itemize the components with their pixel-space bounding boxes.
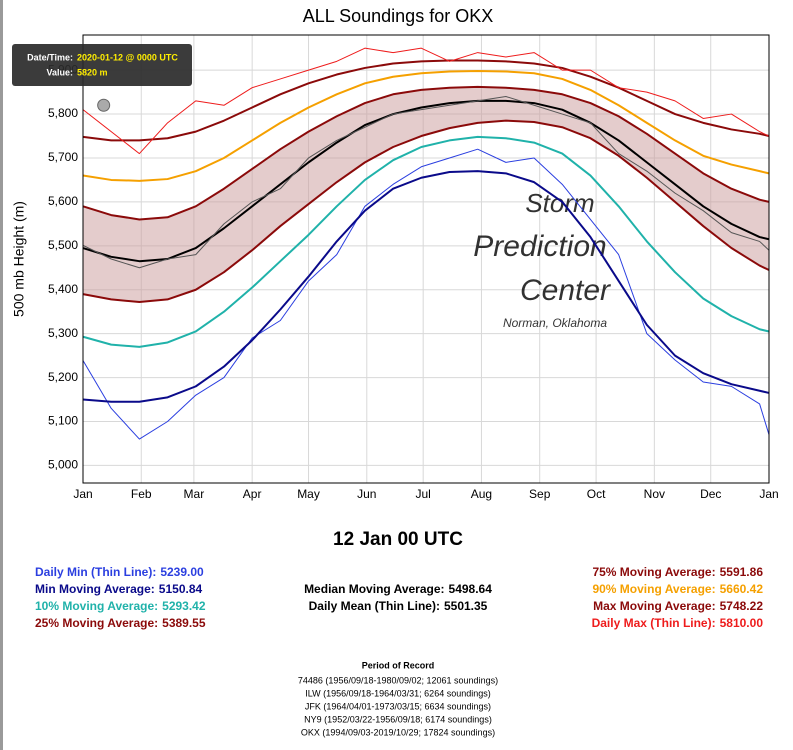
readout-label: Daily Max (Thin Line): (592, 616, 716, 630)
readout-label: Daily Min (Thin Line): (35, 565, 156, 579)
readout-item: 90% Moving Average: 5660.42 (592, 582, 763, 596)
y-tick-label: 5,100 (48, 414, 78, 428)
series-line (82, 47, 770, 155)
y-axis-label: 500 mb Height (m) (11, 201, 27, 317)
period-line: JFK (1964/04/01-1973/03/15; 6634 soundin… (305, 701, 491, 711)
series-line (82, 170, 770, 403)
series-line (82, 85, 770, 221)
readout-item: 10% Moving Average: 5293.42 (35, 599, 206, 613)
period-of-record: 74486 (1956/09/18-1980/09/02; 12061 soun… (298, 675, 498, 737)
readout-item: Median Moving Average: 5498.64 (304, 582, 492, 596)
x-tick-label: Jun (357, 487, 376, 501)
period-line: OKX (1994/09/03-2019/10/29; 17824 soundi… (301, 727, 495, 737)
y-tick-label: 5,600 (48, 194, 78, 208)
readout-label: Min Moving Average: (35, 582, 155, 596)
readout-label: Median Moving Average: (304, 582, 444, 596)
x-tick-label: Nov (644, 487, 665, 501)
readout-value: 5150.84 (159, 582, 203, 596)
readout-item: Max Moving Average: 5748.22 (593, 599, 763, 613)
readout-item: Daily Min (Thin Line): 5239.00 (35, 565, 204, 579)
readout-item: Daily Mean (Thin Line): 5501.35 (309, 599, 488, 613)
x-tick-label: Aug (471, 487, 492, 501)
readout-item: 75% Moving Average: 5591.86 (592, 565, 763, 579)
x-tick-label: Oct (587, 487, 606, 501)
period-line: NY9 (1952/03/22-1956/09/18; 6174 soundin… (304, 714, 492, 724)
y-tick-label: 5,500 (48, 238, 78, 252)
readout-label: Max Moving Average: (593, 599, 715, 613)
readout-label: Daily Mean (Thin Line): (309, 599, 440, 613)
readout-value: 5748.22 (720, 599, 764, 613)
watermark-text: Prediction (473, 230, 606, 263)
x-tick-label: May (297, 487, 320, 501)
series-line (82, 99, 770, 263)
iqr-band (83, 86, 769, 303)
readout-value: 5239.00 (160, 565, 204, 579)
period-line: ILW (1956/09/18-1964/03/31; 6264 soundin… (305, 688, 490, 698)
tooltip-label: Date/Time: (27, 52, 73, 62)
y-tick-label: 5,700 (48, 150, 78, 164)
x-tick-label: Feb (131, 487, 152, 501)
left-edge (0, 0, 3, 750)
period-line: 74486 (1956/09/18-1980/09/02; 12061 soun… (298, 675, 498, 685)
tooltip-value: 5820 m (77, 67, 108, 77)
readout-label: 75% Moving Average: (592, 565, 715, 579)
readout-item: 25% Moving Average: 5389.55 (35, 616, 206, 630)
y-tick-label: 5,000 (48, 458, 78, 472)
series-line (82, 135, 770, 348)
y-tick-label: 5,800 (48, 106, 78, 120)
readout-item: Daily Max (Thin Line): 5810.00 (592, 616, 764, 630)
tooltip-label: Value: (46, 67, 73, 77)
watermark-text: Storm (525, 188, 594, 218)
readout-value: 5293.42 (162, 599, 206, 613)
hover-point (97, 98, 111, 112)
watermark-text: Center (520, 274, 611, 307)
readout-title: 12 Jan 00 UTC (333, 529, 463, 550)
x-tick-label: Jul (416, 487, 431, 501)
x-tick-label: Sep (529, 487, 551, 501)
readout-value: 5591.86 (720, 565, 764, 579)
series-line (82, 119, 770, 304)
readout-label: 10% Moving Average: (35, 599, 158, 613)
readout-value: 5660.42 (720, 582, 764, 596)
series-line (82, 59, 770, 142)
readout-label: 25% Moving Average: (35, 616, 158, 630)
x-tick-label: Dec (700, 487, 721, 501)
readout-label: 90% Moving Average: (592, 582, 715, 596)
series-line (82, 148, 770, 440)
watermark-text: Norman, Oklahoma (503, 316, 607, 330)
x-tick-label: Apr (243, 487, 262, 501)
series-line (82, 70, 770, 182)
readout: Daily Min (Thin Line): 5239.00 Min Moving … (35, 565, 763, 630)
y-tick-label: 5,200 (48, 370, 78, 384)
plot-frame (82, 34, 770, 484)
tooltip-value: 2020-01-12 @ 0000 UTC (77, 52, 178, 62)
x-tick-label: Jan (73, 487, 92, 501)
plot: 5,000 5,100 5,200 5,300 5,400 5,500 5,600 5,700… (12, 34, 779, 501)
chart-title: ALL Soundings for OKX (303, 6, 493, 26)
readout-value: 5810.00 (720, 616, 764, 630)
x-tick-label: Mar (184, 487, 205, 501)
tooltip-box (12, 44, 192, 86)
readout-item: Min Moving Average: 5150.84 (35, 582, 203, 596)
period-title: Period of Record (362, 660, 435, 670)
y-tick-label: 5,300 (48, 326, 78, 340)
series-line (82, 95, 770, 269)
y-tick-label: 5,400 (48, 282, 78, 296)
readout-value: 5501.35 (444, 599, 488, 613)
readout-value: 5498.64 (449, 582, 493, 596)
x-tick-label: Jan (759, 487, 778, 501)
readout-value: 5389.55 (162, 616, 206, 630)
